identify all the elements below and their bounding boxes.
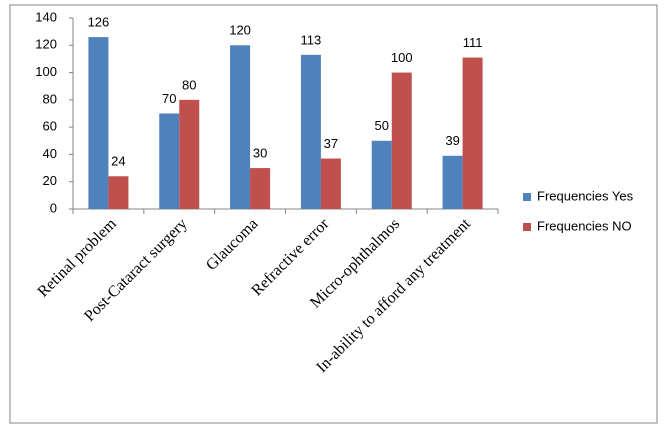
bar (320, 158, 341, 209)
legend-swatch (523, 223, 531, 231)
value-label: 80 (182, 77, 196, 92)
bar (442, 155, 463, 209)
chart-frame (9, 4, 658, 424)
y-tick-label: 80 (43, 91, 57, 106)
legend-swatch (523, 193, 531, 201)
bar (108, 176, 129, 209)
legend-label: Frequencies NO (537, 218, 632, 233)
bar (300, 54, 321, 210)
bar (250, 168, 271, 209)
value-label: 37 (324, 136, 338, 151)
bar (88, 37, 109, 209)
value-label: 70 (162, 91, 176, 106)
bar (159, 113, 180, 209)
bar (462, 57, 483, 209)
value-label: 120 (229, 23, 251, 38)
value-label: 126 (88, 15, 110, 30)
value-label: 111 (463, 35, 483, 50)
y-tick-label: 40 (43, 146, 57, 161)
value-label: 24 (111, 154, 125, 169)
value-label: 50 (375, 118, 389, 133)
y-tick-label: 100 (35, 64, 57, 79)
value-label: 30 (253, 146, 267, 161)
value-label: 39 (445, 133, 459, 148)
bar (371, 140, 392, 209)
y-tick-label: 120 (35, 37, 57, 52)
y-tick-label: 0 (50, 200, 57, 215)
bar (230, 45, 251, 210)
y-tick-label: 140 (35, 9, 57, 24)
legend-label: Frequencies Yes (537, 188, 634, 203)
y-tick-label: 20 (43, 173, 57, 188)
y-tick-label: 60 (43, 119, 57, 134)
value-label: 113 (301, 32, 322, 47)
bar (391, 72, 412, 209)
value-label: 100 (391, 50, 413, 65)
bar (179, 99, 200, 209)
